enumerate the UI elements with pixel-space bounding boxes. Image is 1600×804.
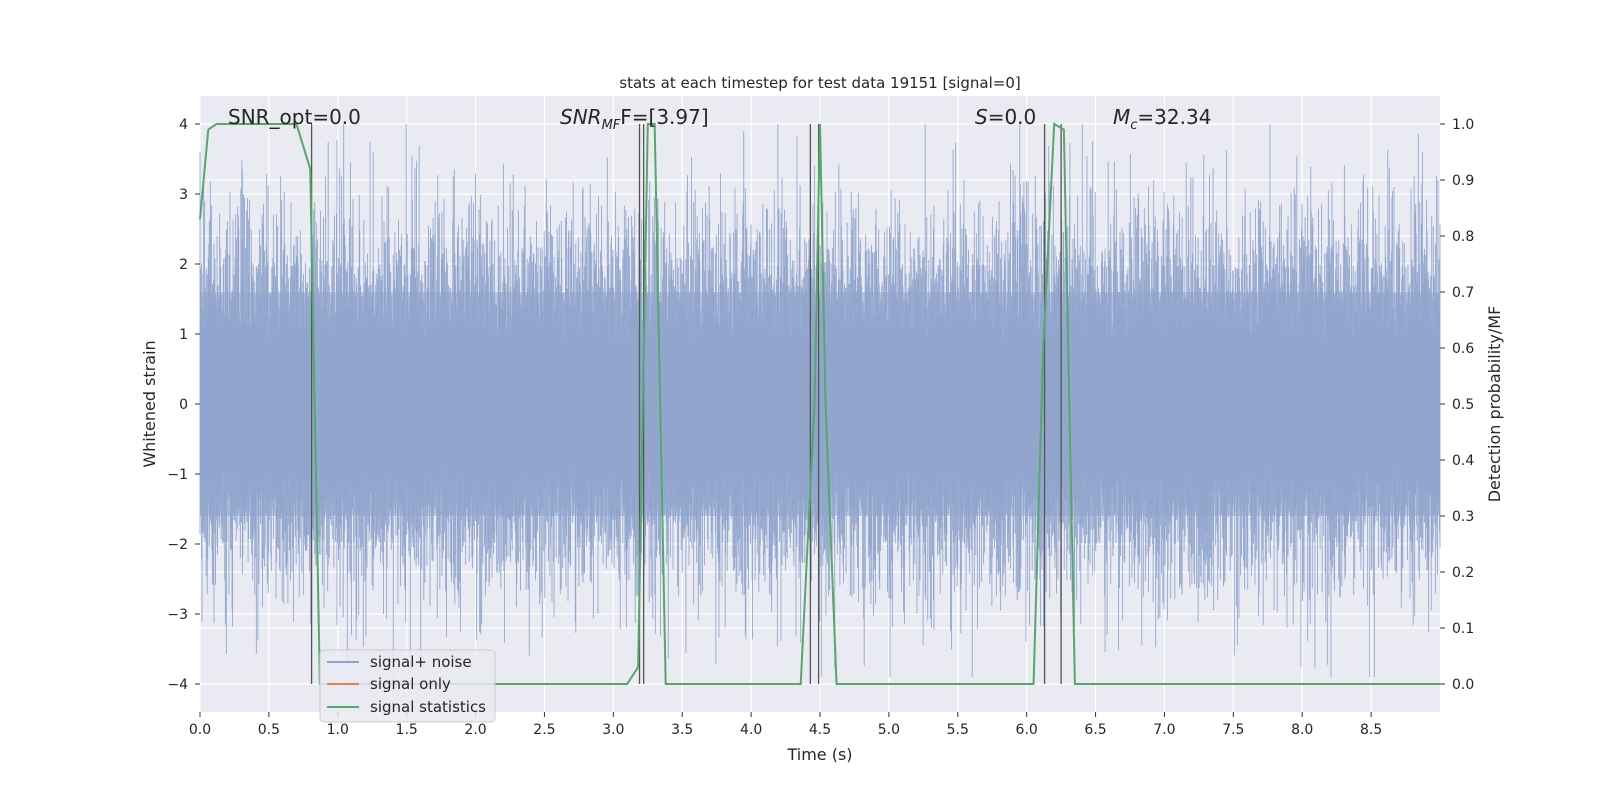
annotation-snr-mf-tail: F=[3.97]	[620, 105, 708, 129]
y-right-tick-label: 0.4	[1452, 453, 1474, 469]
legend-box	[319, 649, 496, 723]
y-tick-label: 1	[179, 327, 188, 343]
y-tick-label: 0	[179, 397, 188, 413]
y-tick-label: 3	[179, 187, 188, 203]
legend-label-signal-statistics: signal statistics	[370, 698, 486, 716]
y-right-tick-label: 0.8	[1452, 229, 1474, 245]
x-tick-label: 5.5	[947, 722, 969, 738]
x-tick-label: 6.0	[1016, 722, 1038, 738]
x-tick-label: 1.5	[396, 722, 418, 738]
x-tick-label: 4.5	[809, 722, 831, 738]
y-right-tick-label: 0.7	[1452, 285, 1474, 301]
y-right-tick-label: 0.3	[1452, 509, 1474, 525]
x-tick-label: 3.0	[602, 722, 624, 738]
signal-statistics-series	[199, 122, 1440, 685]
y-tick-label: −2	[167, 537, 188, 553]
tick-labels: 0.0 0.5 1.0 1.5 2.0 2.5 3.0 3.5 4.0 4.5 5.0 5.5 6.0 6…	[167, 117, 1474, 738]
x-tick-label: 0.0	[189, 722, 211, 738]
y-right-axis-label: Detection probability/MF	[1485, 306, 1504, 503]
x-axis-label: Time (s)	[786, 745, 852, 764]
x-tick-label: 7.5	[1222, 722, 1244, 738]
annotation-snr-mf-label: SNR	[560, 105, 602, 129]
x-tick-label: 2.5	[533, 722, 555, 738]
annotation-s-italic: S	[975, 105, 988, 129]
x-tick-label: 3.5	[671, 722, 693, 738]
y-tick-label: 2	[179, 257, 188, 273]
x-tick-label: 6.5	[1084, 722, 1106, 738]
y-tick-label: −3	[167, 607, 188, 623]
x-tick-label: 5.0	[878, 722, 900, 738]
annotation-mc-italic: M	[1113, 105, 1130, 129]
x-tick-label: 4.0	[740, 722, 762, 738]
x-tick-label: 1.0	[327, 722, 349, 738]
x-tick-label: 8.5	[1360, 722, 1382, 738]
chart-title: stats at each timestep for test data 191…	[619, 74, 1020, 92]
y-right-tick-label: 1.0	[1452, 117, 1474, 133]
y-tick-label: 4	[179, 117, 188, 133]
annotation-s-value: =0.0	[988, 105, 1037, 129]
legend: signal+ noise signal only signal statist…	[319, 649, 496, 723]
annotation-mc: Mc=32.34	[1113, 105, 1211, 133]
annotation-snr-mf: SNRMFF=[3.97]	[560, 105, 709, 133]
annotation-mc-value: =32.34	[1137, 105, 1211, 129]
y-tick-label: −1	[167, 467, 188, 483]
y-right-tick-label: 0.0	[1452, 677, 1474, 693]
annotation-snr-opt: SNR_opt=0.0	[228, 105, 361, 129]
y-axis-label: Whitened strain	[140, 340, 159, 467]
y-right-tick-label: 0.1	[1452, 621, 1474, 637]
y-right-tick-label: 0.2	[1452, 565, 1474, 581]
annotation-snr-mf-sub: MF	[602, 118, 621, 133]
signal-noise-series	[199, 124, 1441, 677]
x-tick-label: 2.0	[464, 722, 486, 738]
y-right-tick-label: 0.9	[1452, 173, 1474, 189]
signal-noise-band	[200, 292, 1440, 516]
x-tick-label: 7.0	[1153, 722, 1175, 738]
x-tick-label: 8.0	[1291, 722, 1313, 738]
legend-label-signal-only: signal only	[370, 675, 451, 693]
legend-label-signal-noise: signal+ noise	[370, 653, 472, 671]
y-tick-label: −4	[167, 677, 188, 693]
annotation-mc-sub: c	[1130, 118, 1137, 133]
annotation-s: S=0.0	[975, 105, 1036, 129]
y-right-tick-label: 0.5	[1452, 397, 1474, 413]
y-right-tick-label: 0.6	[1452, 341, 1474, 357]
x-tick-label: 0.5	[258, 722, 280, 738]
signal-statistics-line	[199, 122, 1440, 685]
